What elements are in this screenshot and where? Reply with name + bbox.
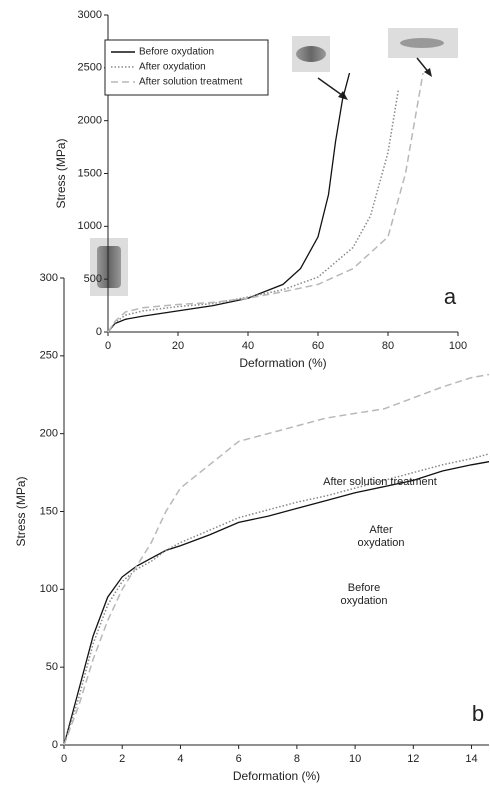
series-line bbox=[63, 373, 490, 746]
y-tick-label: 200 bbox=[40, 428, 58, 440]
y-tick-label: 150 bbox=[40, 505, 58, 517]
arrow-head bbox=[424, 68, 432, 77]
x-tick-label: 100 bbox=[449, 340, 467, 352]
photo-sample bbox=[400, 38, 444, 48]
x-tick-label: 0 bbox=[61, 753, 67, 765]
x-tick-label: 20 bbox=[172, 340, 184, 352]
legend-label: After solution treatment bbox=[139, 77, 243, 88]
x-axis-label: Deformation (%) bbox=[239, 356, 326, 370]
series-line bbox=[107, 72, 424, 333]
series-label: After oxydation bbox=[357, 524, 405, 549]
x-tick-label: 10 bbox=[349, 753, 361, 765]
y-tick-label: 50 bbox=[46, 661, 58, 673]
x-tick-label: 6 bbox=[236, 753, 242, 765]
series-line bbox=[63, 461, 490, 746]
y-tick-label: 300 bbox=[40, 272, 58, 284]
x-axis-label: Deformation (%) bbox=[233, 769, 320, 783]
series-line bbox=[107, 88, 400, 333]
y-tick-label: 1000 bbox=[78, 220, 102, 232]
y-tick-label: 3000 bbox=[78, 9, 102, 21]
legend-label: Before oxydation bbox=[139, 47, 214, 58]
y-axis-label: Stress (MPa) bbox=[54, 138, 68, 208]
panel-label: a bbox=[444, 284, 457, 309]
y-tick-label: 0 bbox=[52, 739, 58, 751]
series-line bbox=[63, 453, 490, 746]
x-tick-label: 40 bbox=[242, 340, 254, 352]
y-tick-label: 250 bbox=[40, 350, 58, 362]
series-line bbox=[107, 72, 351, 333]
x-tick-label: 8 bbox=[294, 753, 300, 765]
photo-sample bbox=[97, 246, 121, 288]
panel-label: b bbox=[472, 701, 484, 726]
series-label: Before oxydation bbox=[340, 582, 388, 607]
x-tick-label: 0 bbox=[105, 340, 111, 352]
y-tick-label: 100 bbox=[40, 583, 58, 595]
x-tick-label: 2 bbox=[119, 753, 125, 765]
y-tick-label: 2500 bbox=[78, 62, 102, 74]
legend-label: After oxydation bbox=[139, 62, 206, 73]
y-axis-label: Stress (MPa) bbox=[14, 476, 28, 546]
y-tick-label: 1500 bbox=[78, 167, 102, 179]
y-tick-label: 0 bbox=[96, 326, 102, 338]
x-tick-label: 60 bbox=[312, 340, 324, 352]
x-tick-label: 80 bbox=[382, 340, 394, 352]
series-label: After solution treatment bbox=[323, 476, 437, 488]
y-tick-label: 2000 bbox=[78, 115, 102, 127]
photo-sample bbox=[296, 46, 326, 62]
y-tick-label: 500 bbox=[84, 273, 102, 285]
x-tick-label: 4 bbox=[177, 753, 183, 765]
x-tick-label: 14 bbox=[465, 753, 477, 765]
x-tick-label: 12 bbox=[407, 753, 419, 765]
